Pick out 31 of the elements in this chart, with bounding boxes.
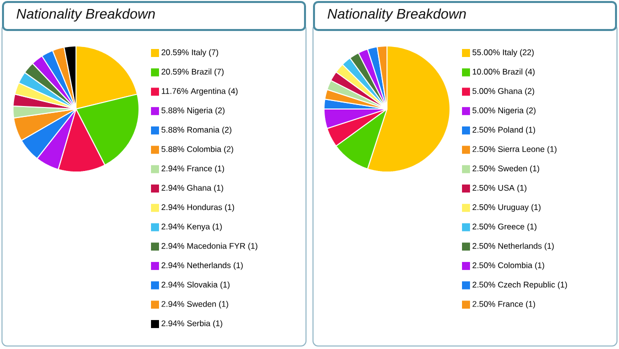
legend-label: 2.50% Sierra Leone (1) xyxy=(472,146,556,154)
legend-label: 2.94% Slovakia (1) xyxy=(162,282,230,290)
legend-label: 2.50% Czech Republic (1) xyxy=(472,282,567,290)
legend-label: 10.00% Brazil (4) xyxy=(472,68,535,76)
legend-label: 2.50% USA (1) xyxy=(472,184,526,192)
legend-label: 2.94% Kenya (1) xyxy=(162,223,222,232)
chart-title: Nationality Breakdown xyxy=(328,8,466,22)
legend-label: 2.94% France (1) xyxy=(162,165,224,173)
legend-label: 11.76% Argentina (4) xyxy=(162,88,238,96)
legend-label: 2.94% Sweden (1) xyxy=(162,300,228,308)
legend-label: 2.50% Colombia (1) xyxy=(472,262,544,270)
legend-label: 2.50% France (1) xyxy=(472,300,536,308)
legend-label: 2.50% Uruguay (1) xyxy=(472,204,541,212)
legend-label: 20.59% Italy (7) xyxy=(162,49,218,57)
legend-label: 5.00% Ghana (2) xyxy=(472,88,534,96)
legend-label: 5.88% Nigeria (2) xyxy=(162,107,224,115)
legend-label: 20.59% Brazil (7) xyxy=(162,68,224,76)
legend-label: 5.88% Colombia (2) xyxy=(162,146,234,154)
legend-label: 2.50% Greece (1) xyxy=(472,223,536,232)
legend-label: 2.94% Serbia (1) xyxy=(162,320,222,328)
legend-label: 2.94% Netherlands (1) xyxy=(162,262,243,270)
legend-label: 5.00% Nigeria (2) xyxy=(472,107,536,115)
legend-label: 2.94% Honduras (1) xyxy=(162,204,234,212)
legend-label: 55.00% Italy (22) xyxy=(472,49,534,57)
legend-label: 2.50% Sweden (1) xyxy=(472,165,540,173)
legend-label: 5.88% Romania (2) xyxy=(162,126,232,134)
legend-label: 2.50% Netherlands (1) xyxy=(472,242,554,250)
chart-title: Nationality Breakdown xyxy=(16,8,155,22)
legend-label: 2.94% Ghana (1) xyxy=(162,184,224,192)
legend-label: 2.50% Poland (1) xyxy=(472,126,536,134)
legend-label: 2.94% Macedonia FYR (1) xyxy=(162,242,258,250)
